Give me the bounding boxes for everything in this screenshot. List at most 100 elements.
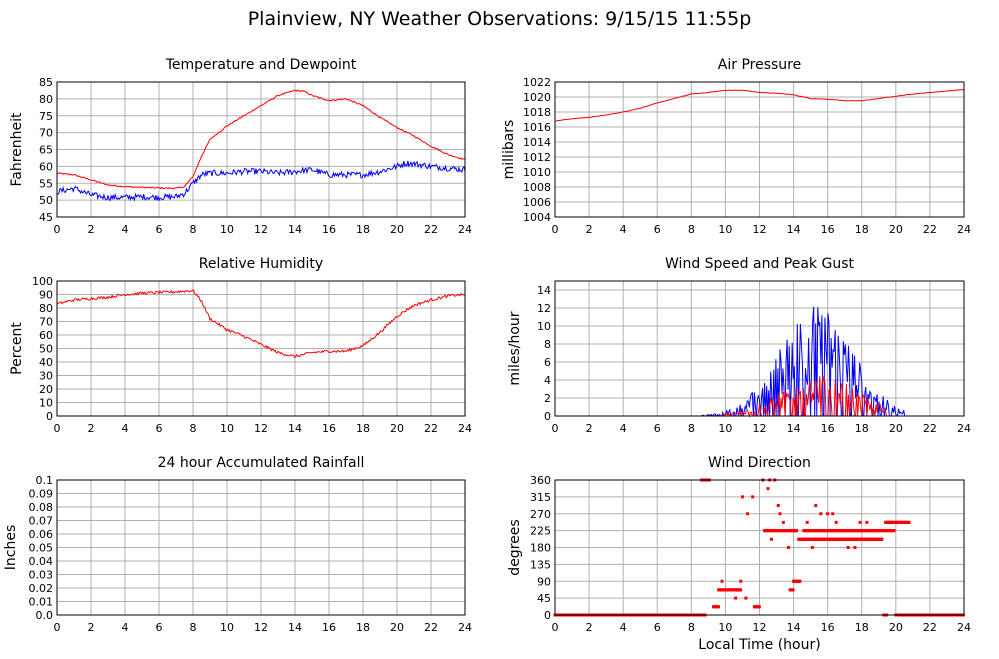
data-point	[764, 529, 768, 533]
chart-title: Relative Humidity	[199, 256, 323, 272]
y-tick-label: 0.09	[29, 488, 54, 501]
data-point	[791, 588, 795, 592]
x-tick-label: 14	[787, 621, 801, 634]
x-tick-label: 12	[753, 422, 767, 435]
y-tick-label: 315	[530, 491, 551, 504]
data-point	[892, 529, 896, 533]
y-tick-label: 1020	[523, 91, 551, 104]
data-point	[734, 596, 738, 600]
plot-frame	[56, 280, 466, 417]
x-tick-label: 4	[620, 422, 627, 435]
y-tick-label: 75	[39, 110, 53, 123]
x-tick-label: 10	[220, 422, 234, 435]
x-tick-label: 18	[855, 223, 869, 236]
y-tick-label: 14	[537, 284, 551, 297]
y-axis-label: Fahrenheit	[9, 112, 25, 187]
data-point	[720, 579, 724, 583]
y-tick-label: 0.03	[29, 569, 54, 582]
x-tick-label: 22	[424, 621, 438, 634]
y-tick-label: 80	[39, 302, 53, 315]
y-tick-label: 1010	[523, 166, 551, 179]
x-tick-label: 4	[122, 422, 129, 435]
x-tick-label: 20	[390, 223, 404, 236]
data-point	[838, 529, 842, 533]
y-tick-label: 0.04	[29, 555, 54, 568]
x-tick-label: 0	[552, 223, 559, 236]
x-tick-label: 20	[889, 621, 903, 634]
data-point	[766, 487, 770, 491]
x-tick-label: 8	[688, 223, 695, 236]
y-tick-label: 1018	[523, 106, 551, 119]
plot-frame	[554, 280, 965, 417]
y-tick-label: 65	[39, 144, 53, 157]
x-tick-label: 0	[552, 621, 559, 634]
y-tick-label: 50	[39, 343, 53, 356]
y-tick-label: 1006	[523, 196, 551, 209]
y-axis-label: degrees	[507, 519, 523, 575]
x-tick-label: 6	[654, 422, 661, 435]
x-tick-label: 22	[923, 223, 937, 236]
y-tick-label: 0.01	[29, 596, 54, 609]
x-tick-label: 18	[356, 422, 370, 435]
y-tick-label: 50	[39, 194, 53, 207]
chart-title: Temperature and Dewpoint	[165, 57, 357, 73]
plot-frame	[56, 81, 466, 218]
y-tick-label: 0.07	[29, 515, 54, 528]
x-tick-label: 16	[322, 422, 336, 435]
x-tick-label: 24	[458, 223, 472, 236]
y-tick-label: 40	[39, 356, 53, 369]
x-tick-label: 4	[620, 223, 627, 236]
data-point	[877, 537, 881, 541]
data-point	[716, 605, 720, 609]
x-tick-label: 24	[957, 422, 971, 435]
x-tick-label: 0	[54, 422, 61, 435]
data-point	[865, 520, 869, 524]
y-tick-label: 60	[39, 329, 53, 342]
x-tick-label: 2	[586, 621, 593, 634]
y-tick-label: 0.06	[29, 528, 54, 541]
x-tick-label: 16	[821, 422, 835, 435]
series-line-0	[56, 89, 466, 190]
y-tick-label: 6	[544, 356, 551, 369]
x-tick-label: 8	[190, 621, 197, 634]
data-point	[831, 512, 835, 516]
x-tick-label: 12	[753, 223, 767, 236]
x-tick-label: 6	[156, 422, 163, 435]
data-point	[798, 579, 802, 583]
y-tick-label: 60	[39, 160, 53, 173]
x-tick-label: 24	[458, 422, 472, 435]
y-tick-label: 90	[39, 289, 53, 302]
x-tick-label: 16	[322, 621, 336, 634]
data-point	[786, 546, 790, 549]
chart-title: Air Pressure	[718, 57, 801, 73]
chart-title: 24 hour Accumulated Rainfall	[158, 455, 365, 471]
y-tick-label: 80	[39, 93, 53, 106]
plot-frame	[554, 479, 965, 616]
chart-title: Wind Speed and Peak Gust	[665, 256, 854, 272]
x-tick-label: 22	[424, 223, 438, 236]
y-tick-label: 0	[544, 609, 551, 622]
y-tick-label: 270	[530, 508, 551, 521]
y-tick-label: 1016	[523, 121, 551, 134]
y-tick-label: 2	[544, 392, 551, 405]
data-point	[781, 520, 785, 524]
y-tick-label: 4	[544, 374, 551, 387]
x-tick-label: 6	[654, 621, 661, 634]
y-axis-label: Inches	[3, 525, 19, 570]
x-tick-label: 14	[288, 621, 302, 634]
data-point	[846, 546, 850, 549]
plot-frame	[56, 479, 466, 616]
data-point	[739, 588, 743, 592]
data-point	[805, 520, 809, 524]
y-tick-label: 180	[530, 542, 551, 555]
x-tick-label: 16	[821, 621, 835, 634]
x-tick-label: 12	[254, 422, 268, 435]
data-point	[739, 579, 743, 583]
x-tick-label: 14	[787, 422, 801, 435]
x-tick-label: 16	[821, 223, 835, 236]
y-tick-label: 10	[537, 320, 551, 333]
